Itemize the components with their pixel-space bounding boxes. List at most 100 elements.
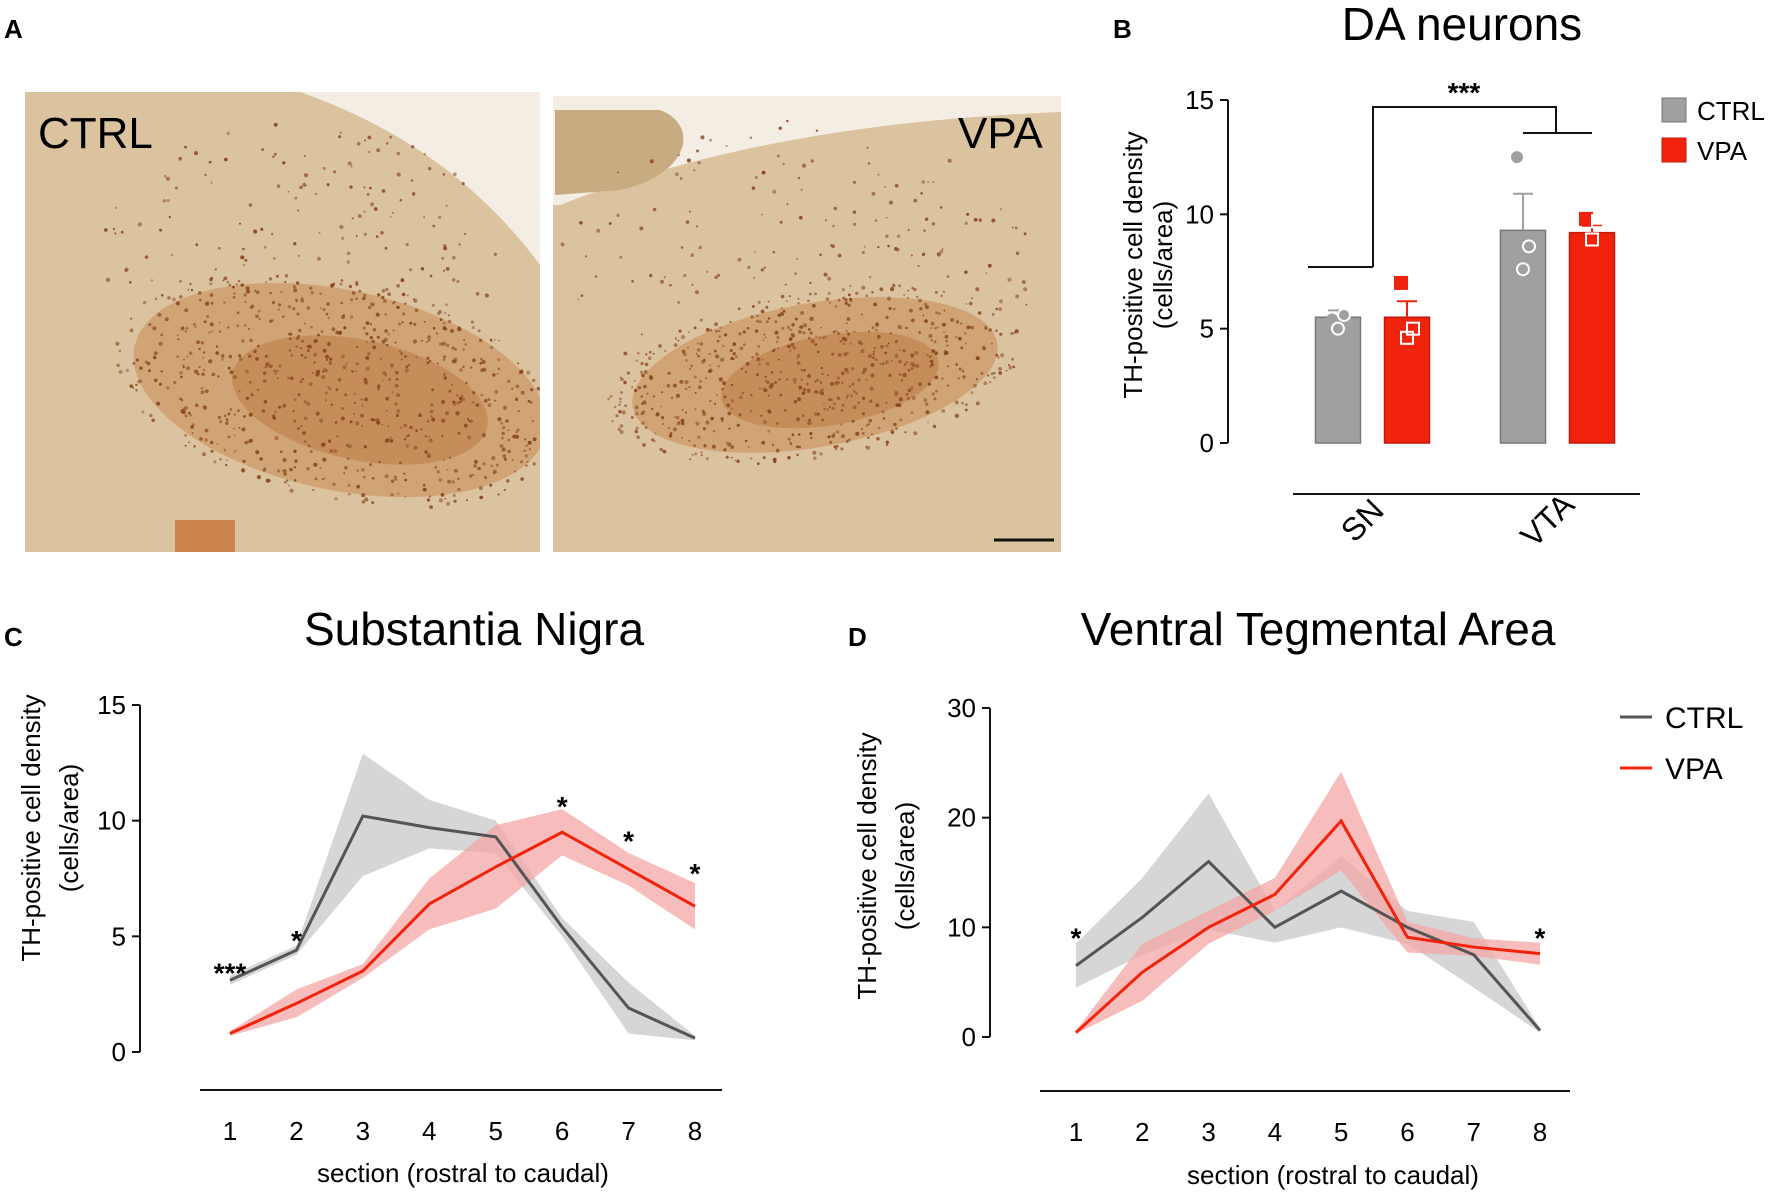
stained-cell xyxy=(451,278,456,282)
stained-cell xyxy=(294,479,297,482)
stained-cell xyxy=(939,250,944,254)
stained-cell xyxy=(793,381,797,384)
stained-cell xyxy=(727,411,732,416)
stained-cell xyxy=(244,258,248,262)
stained-cell xyxy=(640,395,644,398)
stained-cell xyxy=(363,445,367,449)
stained-cell xyxy=(377,387,380,391)
stained-cell xyxy=(191,431,194,435)
stained-cell xyxy=(760,213,763,216)
stained-cell xyxy=(894,353,899,358)
stained-cell xyxy=(386,343,389,347)
stained-cell xyxy=(823,272,828,277)
stained-cell xyxy=(431,417,436,422)
stained-cell xyxy=(796,354,801,358)
stained-cell xyxy=(861,412,866,416)
significance-star: * xyxy=(557,791,568,822)
stained-cell xyxy=(822,336,825,340)
stained-cell xyxy=(659,447,663,452)
stained-cell xyxy=(975,287,980,292)
stained-cell xyxy=(930,327,932,329)
stained-cell xyxy=(493,252,497,256)
stained-cell xyxy=(233,434,236,437)
stained-cell xyxy=(280,290,283,293)
stained-cell xyxy=(287,190,290,193)
stained-cell xyxy=(611,420,614,423)
significance-star: *** xyxy=(214,957,247,988)
stained-cell xyxy=(791,433,795,437)
stained-cell xyxy=(619,397,622,401)
stained-cell xyxy=(202,368,205,372)
stained-cell xyxy=(812,456,817,461)
stained-cell xyxy=(189,414,193,417)
stained-cell xyxy=(301,378,304,381)
stained-cell xyxy=(157,312,162,317)
stained-cell xyxy=(358,289,362,293)
stained-cell xyxy=(837,298,841,302)
stained-cell xyxy=(618,410,622,414)
stained-cell xyxy=(187,411,191,415)
stained-cell xyxy=(341,236,345,240)
stained-cell xyxy=(423,320,426,323)
stained-cell xyxy=(384,329,388,333)
stained-cell xyxy=(325,358,328,362)
stained-cell xyxy=(876,437,880,441)
stained-cell xyxy=(491,456,496,461)
stained-cell xyxy=(871,326,875,330)
stained-cell xyxy=(493,472,496,475)
stained-cell xyxy=(217,375,220,378)
stained-cell xyxy=(933,397,937,401)
stained-cell xyxy=(646,392,649,395)
stained-cell xyxy=(607,397,610,401)
stained-cell xyxy=(532,378,536,383)
stained-cell xyxy=(191,423,195,427)
stained-cell xyxy=(173,380,177,385)
stained-cell xyxy=(808,418,811,422)
stained-cell xyxy=(210,449,214,453)
stained-cell xyxy=(220,354,225,358)
stained-cell xyxy=(330,283,334,288)
stained-cell xyxy=(363,379,368,384)
stained-cell xyxy=(473,459,478,464)
stained-cell xyxy=(739,395,743,400)
stained-cell xyxy=(393,300,396,303)
stained-cell xyxy=(303,440,307,443)
stained-cell xyxy=(403,423,407,428)
stained-cell xyxy=(925,402,929,406)
stained-cell xyxy=(462,348,466,351)
stained-cell xyxy=(487,403,492,407)
stained-cell xyxy=(203,320,207,324)
stained-cell xyxy=(234,450,237,453)
stained-cell xyxy=(184,444,187,447)
stained-cell xyxy=(257,309,261,313)
stained-cell xyxy=(516,428,520,432)
stained-cell xyxy=(842,296,845,300)
stained-cell xyxy=(343,472,346,475)
stained-cell xyxy=(176,334,179,337)
stained-cell xyxy=(861,285,866,290)
stained-cell xyxy=(807,336,811,340)
stained-cell xyxy=(189,282,192,286)
stained-cell xyxy=(480,393,484,397)
stained-cell xyxy=(481,359,486,364)
stained-cell xyxy=(799,325,804,329)
stained-cell xyxy=(725,455,729,459)
stained-cell xyxy=(279,450,283,454)
stained-cell xyxy=(385,409,388,412)
stained-cell xyxy=(380,357,382,360)
stained-cell xyxy=(846,317,851,321)
stained-cell xyxy=(190,288,194,292)
stained-cell xyxy=(619,255,623,259)
stained-cell xyxy=(648,350,652,354)
chart-d-x-tick-label: 6 xyxy=(1400,1117,1414,1147)
stained-cell xyxy=(861,432,865,435)
stained-cell xyxy=(269,292,272,295)
stained-cell xyxy=(295,281,300,285)
stained-cell xyxy=(272,155,275,158)
stained-cell xyxy=(320,330,324,333)
stained-cell xyxy=(254,289,257,292)
stained-cell xyxy=(718,329,721,333)
stained-cell xyxy=(114,232,117,235)
stained-cell xyxy=(526,460,529,463)
